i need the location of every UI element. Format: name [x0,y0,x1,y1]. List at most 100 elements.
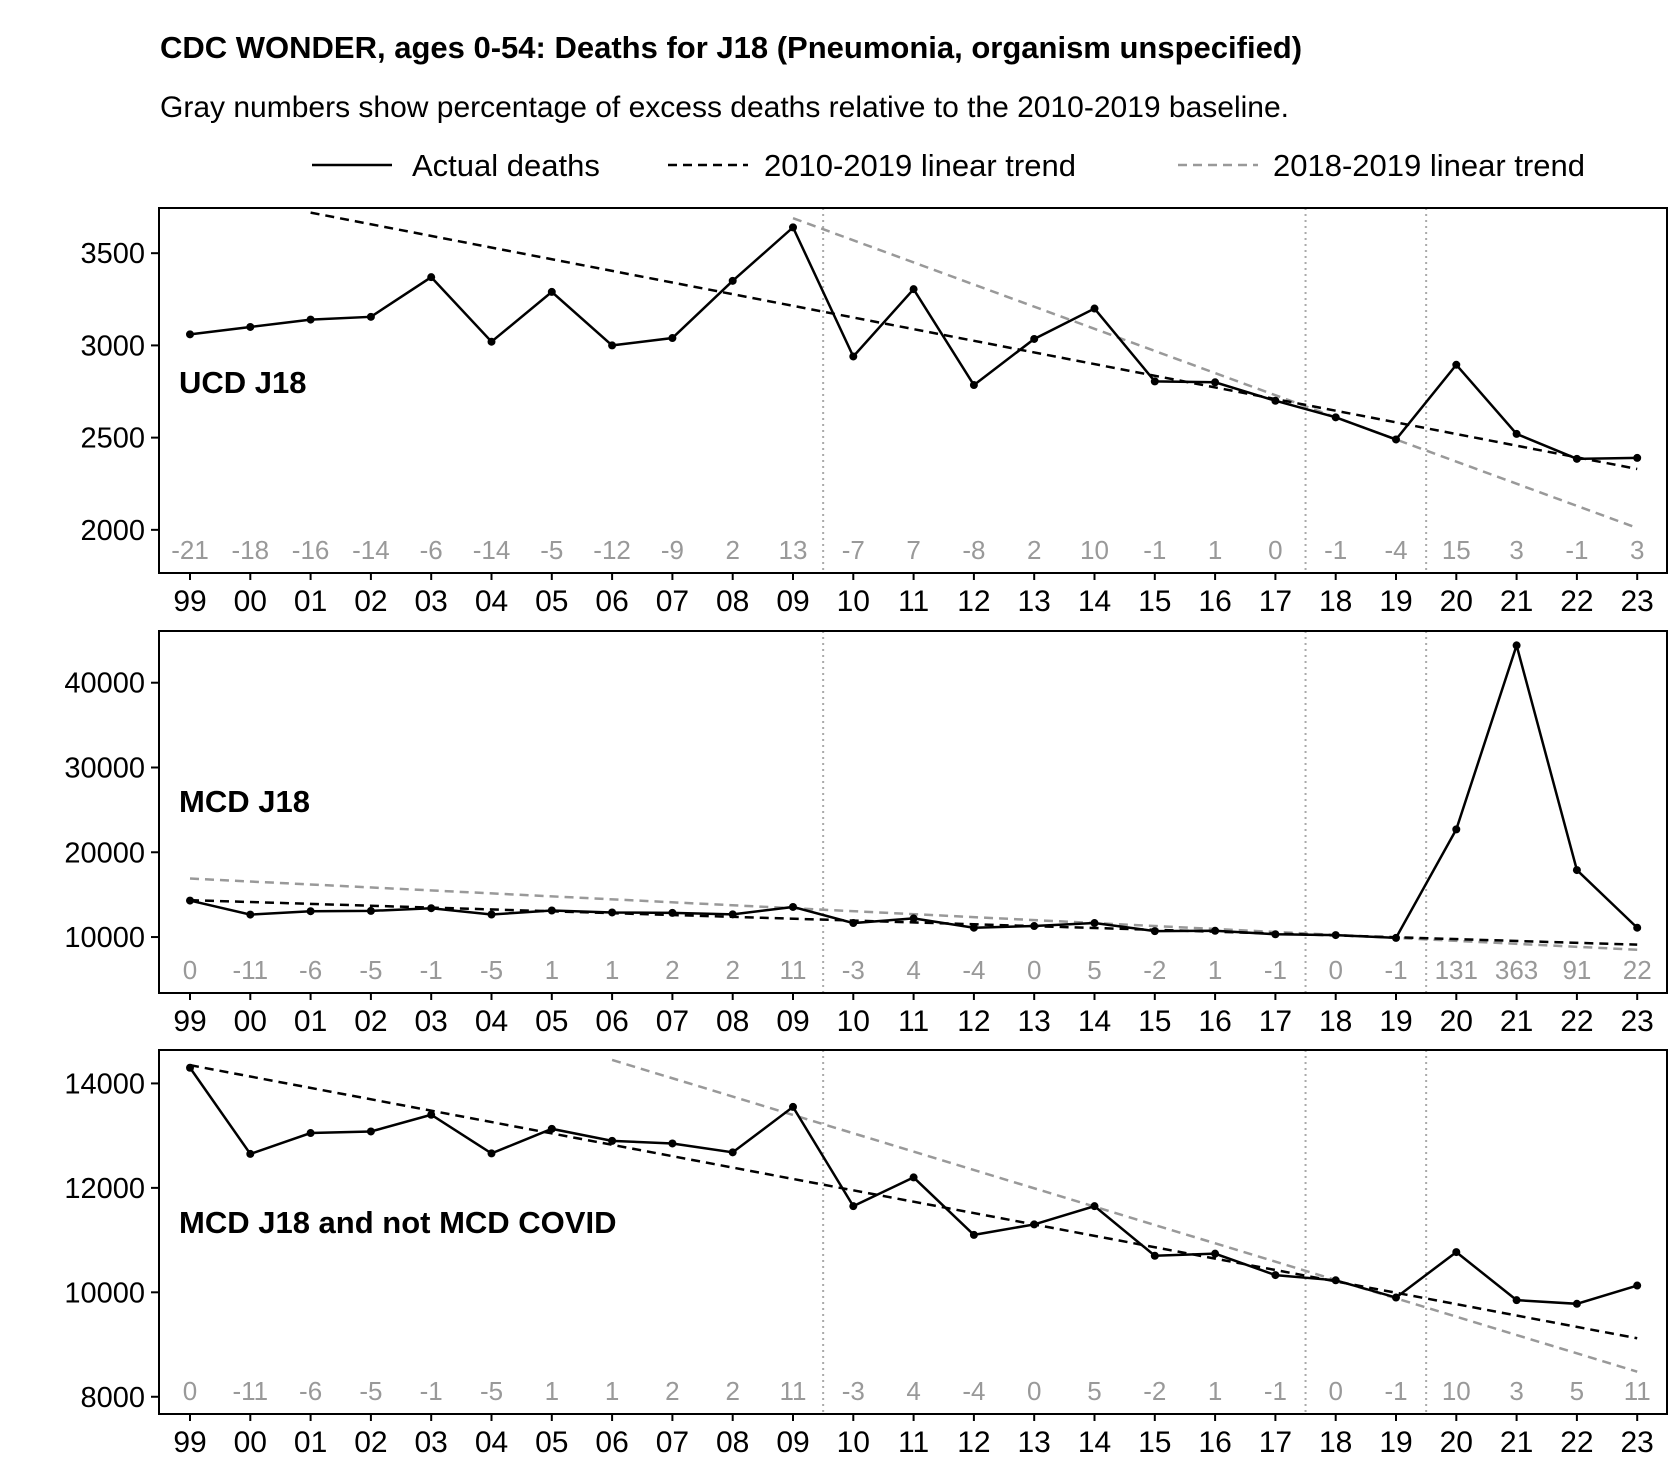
data-point [728,276,737,285]
x-tick-label: 07 [656,1005,689,1038]
data-point [1211,378,1220,387]
excess-percent-label: -5 [480,1376,503,1406]
x-tick-label: 20 [1440,1426,1473,1459]
x-tick-label: 20 [1440,1005,1473,1038]
data-point [608,341,617,350]
data-point [306,315,315,324]
excess-percent-label: 4 [906,1376,920,1406]
x-tick-label: 03 [415,585,448,618]
x-tick-label: 08 [716,1426,749,1459]
x-tick-label: 17 [1259,1005,1292,1038]
excess-percent-label: -8 [962,535,985,565]
y-tick-label: 30000 [64,752,145,784]
data-point [849,919,858,928]
excess-percent-label: 5 [1087,955,1101,985]
data-point [1331,1276,1340,1285]
excess-percent-label: 2 [725,1376,739,1406]
data-point [969,923,978,932]
trend-2018-2019-line [792,216,1638,530]
excess-percent-label: -12 [593,535,631,565]
excess-percent-label: -6 [299,1376,322,1406]
excess-percent-label: 0 [183,1376,197,1406]
legend-label: Actual deaths [412,148,600,183]
x-tick-label: 04 [475,1005,508,1038]
excess-percent-label: 0 [183,955,197,985]
data-point [1392,1293,1400,1302]
x-tick-label: 04 [475,585,508,618]
data-point [789,223,797,232]
data-point [246,322,255,331]
x-tick-label: 20 [1440,585,1473,618]
data-point [1331,413,1340,422]
x-tick-label: 00 [234,585,267,618]
excess-percent-label: -14 [473,535,511,565]
excess-percent-label: -14 [352,535,390,565]
data-point [186,330,194,339]
x-tick-label: 17 [1259,1426,1292,1459]
excess-percent-label: -1 [1264,955,1287,985]
x-tick-label: 23 [1621,585,1654,618]
excess-percent-label: -11 [232,955,268,985]
data-point [1271,396,1280,405]
data-point [1392,435,1400,444]
x-tick-label: 02 [354,1005,387,1038]
x-tick-label: 17 [1259,585,1292,618]
excess-percent-label: 22 [1623,955,1652,985]
data-point [1090,1202,1099,1211]
data-point [1572,866,1581,875]
x-tick-label: 09 [776,585,809,618]
data-point [1271,930,1280,939]
x-tick-label: 12 [957,1005,990,1038]
data-point [1030,1220,1039,1229]
x-tick-label: 12 [957,1426,990,1459]
legend-label: 2018-2019 linear trend [1273,148,1585,183]
data-point [547,1124,556,1133]
x-tick-label: 21 [1500,1005,1533,1038]
x-tick-label: 15 [1138,585,1171,618]
x-tick-label: 99 [173,585,206,618]
x-tick-label: 22 [1560,585,1593,618]
excess-percent-label: -1 [1384,955,1407,985]
excess-percent-label: 5 [1570,1376,1584,1406]
data-point [1271,1271,1280,1280]
data-point [427,273,436,282]
legend-item: 2018-2019 linear trend [1178,148,1585,183]
excess-percent-label: -18 [232,535,270,565]
x-tick-label: 21 [1500,1426,1533,1459]
excess-percent-label: 10 [1080,535,1109,565]
x-tick-label: 13 [1018,1005,1051,1038]
x-tick-label: 23 [1621,1005,1654,1038]
chart-title: CDC WONDER, ages 0-54: Deaths for J18 (P… [160,30,1302,65]
data-point [1150,927,1159,936]
excess-percent-label: -16 [292,535,330,565]
y-tick-label: 10000 [64,922,145,954]
x-tick-label: 09 [776,1005,809,1038]
data-point [366,1127,375,1136]
panel-label: MCD J18 and not MCD COVID [179,1205,616,1240]
data-point [668,1139,677,1148]
data-point [1090,919,1099,928]
excess-percent-label: 1 [545,955,559,985]
data-point [366,312,375,321]
excess-percent-label: -6 [299,955,322,985]
x-tick-label: 13 [1018,585,1051,618]
actual-deaths-line [188,1067,1638,1306]
x-tick-label: 03 [415,1426,448,1459]
excess-percent-label: 11 [1624,1376,1651,1406]
excess-percent-label: 2 [1027,535,1041,565]
data-point [547,906,556,915]
data-point [909,1173,918,1182]
excess-percent-label: 1 [1208,535,1222,565]
data-point [1030,922,1039,931]
chart-subtitle: Gray numbers show percentage of excess d… [160,91,1289,124]
x-tick-label: 09 [776,1426,809,1459]
excess-percent-label: 0 [1328,955,1342,985]
y-tick-label: 20000 [64,837,145,869]
data-point [306,907,315,916]
excess-percent-label: 11 [780,1376,807,1406]
excess-percent-label: 1 [545,1376,559,1406]
data-point [246,1149,255,1158]
excess-percent-label: 10 [1442,1376,1471,1406]
excess-percent-label: 11 [780,955,807,985]
